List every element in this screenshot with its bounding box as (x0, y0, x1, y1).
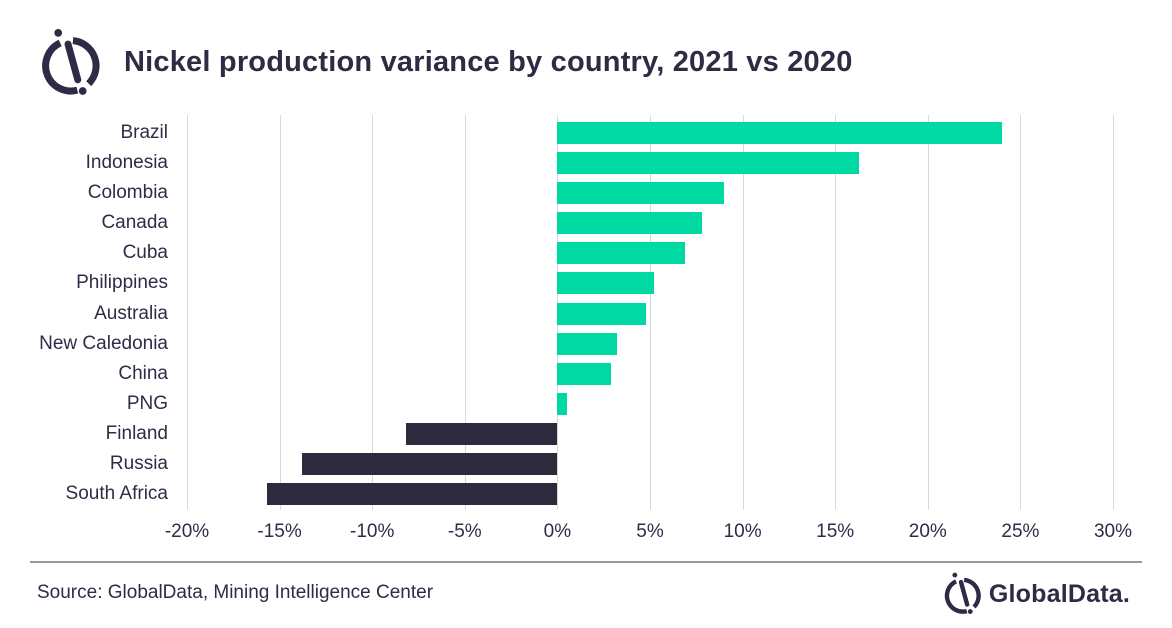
bar-philippines (557, 272, 654, 295)
gridline (372, 115, 374, 510)
gridline (742, 115, 744, 510)
category-axis-labels: Brazil Indonesia Colombia Canada Cuba Philipp… (0, 115, 170, 510)
bar-china (557, 362, 612, 385)
category-label: South Africa (65, 483, 168, 504)
category-label: Indonesia (85, 152, 168, 174)
source-divider (30, 561, 1142, 563)
x-tick-label: 20% (908, 521, 947, 542)
chart-title: Nickel production variance by country, 2… (124, 46, 853, 78)
category-label: Colombia (87, 182, 168, 204)
bar-russia (301, 452, 558, 475)
bar-canada (557, 212, 702, 235)
bar-south-africa (266, 483, 558, 505)
bar-australia (557, 302, 647, 325)
x-tick-label: -10% (350, 521, 395, 542)
x-tick-label: -5% (447, 521, 482, 542)
brand-wordmark: GlobalData. (988, 579, 1130, 608)
x-tick-label: 30% (1093, 521, 1133, 542)
gridline (1020, 115, 1022, 510)
category-label: Australia (94, 302, 168, 324)
category-label: China (118, 362, 168, 384)
x-tick-label: 10% (723, 521, 762, 542)
plot-area (187, 115, 1114, 510)
gridline (464, 115, 466, 510)
footer-brand: GlobalData. (939, 571, 1130, 617)
x-tick-label: 5% (636, 521, 664, 542)
globaldata-logo-icon (42, 29, 100, 95)
category-label: PNG (126, 392, 168, 414)
x-tick-label: -20% (164, 521, 210, 542)
source-text: Source: GlobalData, Mining Intelligence … (37, 582, 434, 603)
category-label: Brazil (120, 122, 168, 143)
gridline (835, 115, 837, 510)
bar-brazil (557, 122, 1002, 144)
x-tick-label: 0% (543, 521, 572, 542)
category-label: Russia (109, 452, 168, 474)
x-tick-label: -15% (257, 521, 302, 542)
category-label: Canada (101, 212, 168, 234)
category-label: Philippines (76, 272, 168, 294)
gridline (187, 115, 188, 510)
bar-png (557, 392, 567, 415)
globaldata-logo-icon (944, 572, 981, 615)
chart: Brazil Indonesia Colombia Canada Cuba Philipp… (0, 115, 1132, 549)
category-label: Finland (105, 422, 168, 444)
x-tick-label: 25% (1001, 521, 1040, 542)
bar-finland (405, 422, 558, 445)
gridline (1113, 115, 1114, 510)
bar-indonesia (557, 152, 860, 175)
x-axis-tick-labels: -20% -15% -10% -5% 0% 5% 10% 15% 20% 25% 30% (165, 521, 1132, 549)
bar-cuba (557, 242, 686, 265)
gridline (650, 115, 651, 510)
gridline (279, 115, 281, 510)
category-label: Cuba (122, 242, 168, 264)
gridline (927, 115, 929, 510)
x-tick-label: 15% (816, 521, 855, 542)
bar-colombia (557, 182, 725, 205)
bar-new-caledonia (557, 332, 617, 355)
category-label: New Caledonia (39, 332, 168, 354)
